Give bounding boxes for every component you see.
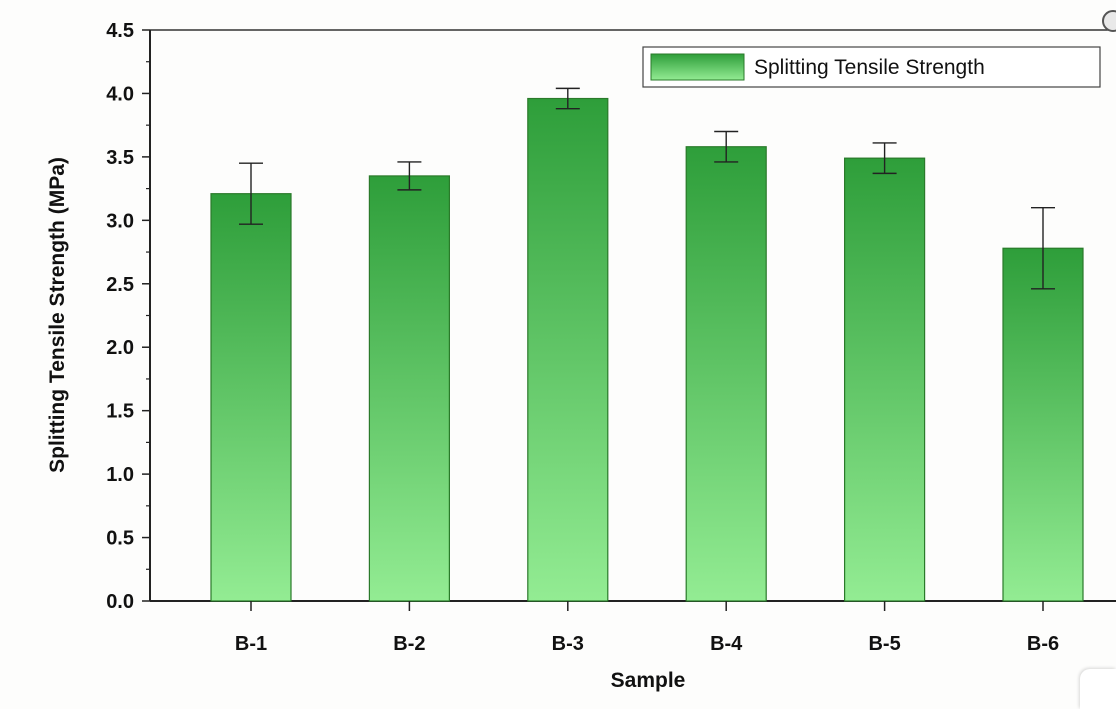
- circle-icon: [1102, 10, 1116, 32]
- y-tick-label: 0.0: [106, 591, 134, 613]
- y-tick-label: 3.0: [106, 210, 134, 232]
- bar-b-3: [527, 97, 609, 602]
- bar-b-5: [843, 157, 926, 602]
- y-tick-label: 1.5: [106, 401, 134, 423]
- bars-group: [210, 87, 1084, 602]
- y-tick-label: 0.5: [106, 528, 134, 550]
- y-tick-label: 4.0: [106, 83, 134, 105]
- bar-b-4: [685, 146, 767, 602]
- x-tick-label: B-1: [235, 633, 267, 655]
- x-axis-ticks: B-1 B-2 B-3 B-4 B-5 B-6: [235, 601, 1059, 655]
- x-axis-title: Sample: [611, 669, 686, 692]
- bar-b-1: [210, 193, 292, 602]
- corner-overlay: [1080, 669, 1116, 709]
- x-tick-label: B-6: [1027, 633, 1059, 655]
- x-tick-label: B-5: [868, 633, 900, 655]
- y-tick-label: 2.5: [106, 274, 134, 296]
- x-tick-label: B-3: [552, 633, 584, 655]
- y-axis-title: Splitting Tensile Strength (MPa): [46, 157, 69, 473]
- x-tick-label: B-2: [393, 633, 425, 655]
- y-tick-label: 1.0: [106, 464, 134, 486]
- legend-swatch: [650, 53, 745, 81]
- x-tick-label: B-4: [710, 633, 743, 655]
- bar-b-2: [368, 175, 450, 602]
- y-tick-label: 3.5: [106, 147, 134, 169]
- y-tick-label: 2.0: [106, 337, 134, 359]
- y-axis-ticks: 0.0 0.5 1.0 1.5 2.0 2.5 3.0 3.5 4.0 4.5: [106, 20, 150, 613]
- bar-b-6: [1002, 247, 1084, 602]
- legend: Splitting Tensile Strength: [642, 46, 1101, 88]
- legend-label: Splitting Tensile Strength: [754, 56, 985, 79]
- y-tick-label: 4.5: [106, 20, 134, 42]
